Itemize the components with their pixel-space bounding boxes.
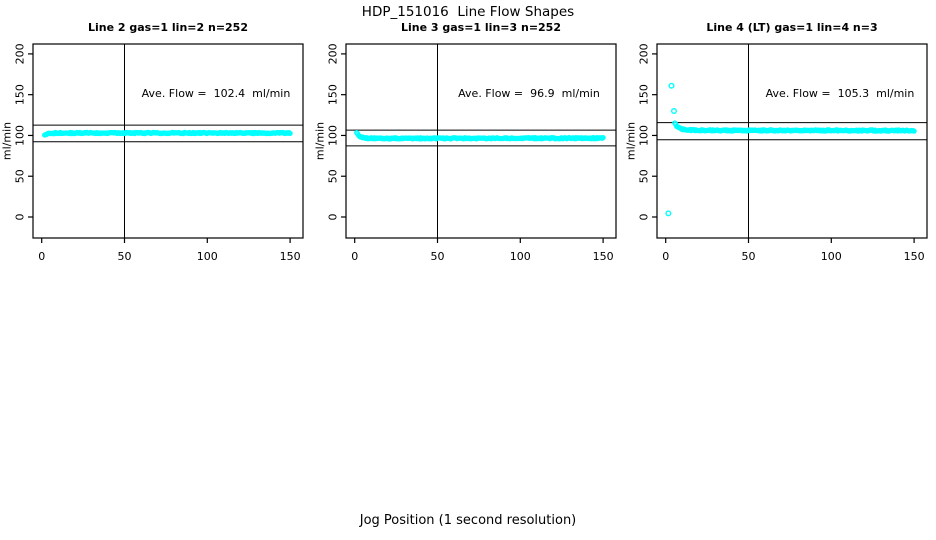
y-tick-label: 150 — [14, 84, 27, 105]
x-axis-label: Jog Position (1 second resolution) — [359, 513, 577, 528]
main-title: HDP_151016 Line Flow Shapes — [362, 4, 574, 20]
x-tick-label: 100 — [821, 250, 842, 263]
ave-flow-annotation: Ave. Flow = 105.3 ml/min — [766, 87, 915, 100]
plot-box — [32, 43, 304, 239]
outlier-point — [665, 210, 672, 217]
x-tick-label: 100 — [510, 250, 531, 263]
x-tick-label: 50 — [742, 250, 756, 263]
x-tick-label: 100 — [197, 250, 218, 263]
y-axis-label: ml/min — [1, 122, 14, 160]
y-axis-label: ml/min — [625, 122, 638, 160]
y-tick-label: 0 — [327, 214, 340, 221]
outlier-point — [668, 82, 675, 89]
y-tick-label: 0 — [638, 214, 651, 221]
panel-3: 0 50 100 150 0 50 100 150 200 ml/min Line 4 (LT) g… — [625, 21, 928, 263]
data-point — [911, 128, 917, 134]
plot-box — [345, 43, 617, 239]
outlier-point — [670, 107, 677, 114]
x-tick-label: 150 — [280, 250, 301, 263]
y-tick-label: 0 — [14, 214, 27, 221]
panel-2: 0 50 100 150 0 50 100 150 200 ml/min Line 3 gas=1 … — [314, 21, 617, 263]
ave-flow-annotation: Ave. Flow = 102.4 ml/min — [142, 87, 291, 100]
panel-1: 0 50 100 150 0 50 100 150 200 ml/min Line 2 gas=1 … — [1, 21, 304, 263]
y-tick-label: 100 — [14, 125, 27, 146]
ave-flow-annotation: Ave. Flow = 96.9 ml/min — [458, 87, 600, 100]
x-tick-label: 50 — [118, 250, 132, 263]
y-tick-label: 100 — [638, 125, 651, 146]
x-tick-label: 50 — [431, 250, 445, 263]
y-tick-label: 200 — [327, 43, 340, 64]
panel-title: Line 3 gas=1 lin=3 n=252 — [401, 21, 561, 34]
plot-box — [656, 43, 928, 239]
y-tick-label: 150 — [327, 84, 340, 105]
y-tick-label: 100 — [327, 125, 340, 146]
panel-title: Line 4 (LT) gas=1 lin=4 n=3 — [706, 21, 877, 34]
y-axis-label: ml/min — [314, 122, 327, 160]
scatter-points — [665, 82, 917, 217]
y-tick-label: 50 — [638, 169, 651, 183]
data-point — [600, 135, 606, 141]
x-tick-label: 150 — [593, 250, 614, 263]
x-tick-label: 0 — [351, 250, 358, 263]
scatter-points — [42, 129, 293, 138]
y-tick-label: 200 — [638, 43, 651, 64]
y-tick-label: 50 — [14, 169, 27, 183]
x-tick-label: 0 — [38, 250, 45, 263]
scatter-points — [354, 130, 606, 142]
data-point — [287, 130, 293, 137]
x-tick-label: 0 — [662, 250, 669, 263]
y-tick-label: 50 — [327, 169, 340, 183]
panels-root: 0 50 100 150 0 50 100 150 200 ml/min Line 2 gas=1 … — [1, 21, 928, 263]
y-tick-label: 200 — [14, 43, 27, 64]
y-tick-label: 150 — [638, 84, 651, 105]
x-tick-label: 150 — [904, 250, 925, 263]
panel-title: Line 2 gas=1 lin=2 n=252 — [88, 21, 248, 34]
